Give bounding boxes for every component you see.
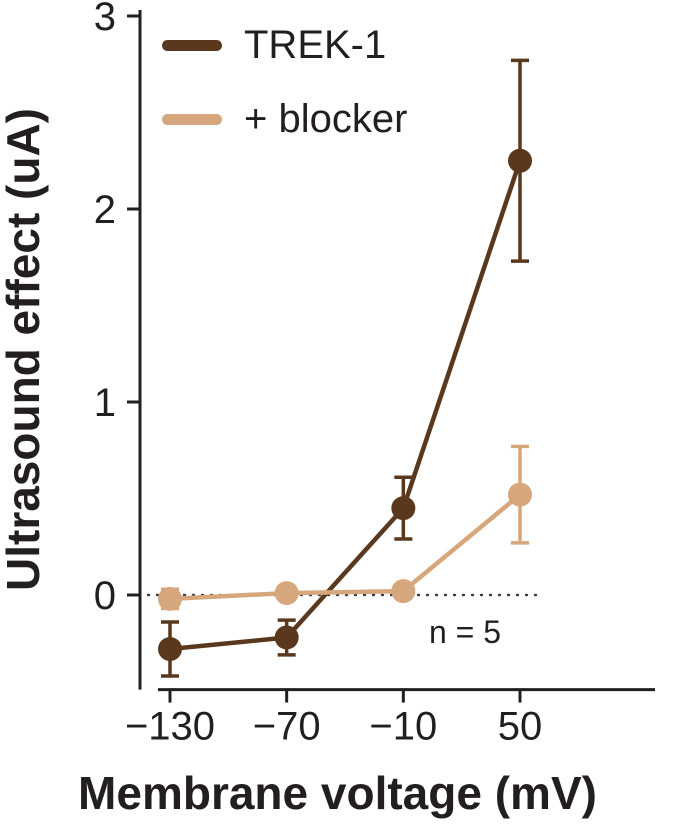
svg-text:1: 1 (94, 381, 116, 425)
legend: TREK-1 + blocker (162, 22, 407, 142)
x-axis-label: Membrane voltage (mV) (78, 767, 597, 819)
svg-text:−70: −70 (253, 705, 321, 749)
y-axis-label: Ultrasound effect (uA) (0, 108, 49, 592)
legend-swatch-blocker (162, 113, 222, 125)
legend-item-trek1: TREK-1 (162, 22, 407, 68)
svg-text:−10: −10 (369, 705, 437, 749)
svg-text:2: 2 (94, 188, 116, 232)
legend-label-blocker: + blocker (244, 96, 408, 141)
svg-text:50: 50 (498, 705, 543, 749)
legend-label-trek1: TREK-1 (244, 22, 387, 67)
svg-text:3: 3 (94, 0, 116, 39)
svg-text:−130: −130 (125, 705, 215, 749)
legend-swatch-trek1 (162, 39, 222, 51)
sample-size-annotation: n = 5 (428, 614, 502, 650)
legend-item-blocker: + blocker (162, 96, 407, 142)
svg-text:0: 0 (94, 574, 116, 618)
